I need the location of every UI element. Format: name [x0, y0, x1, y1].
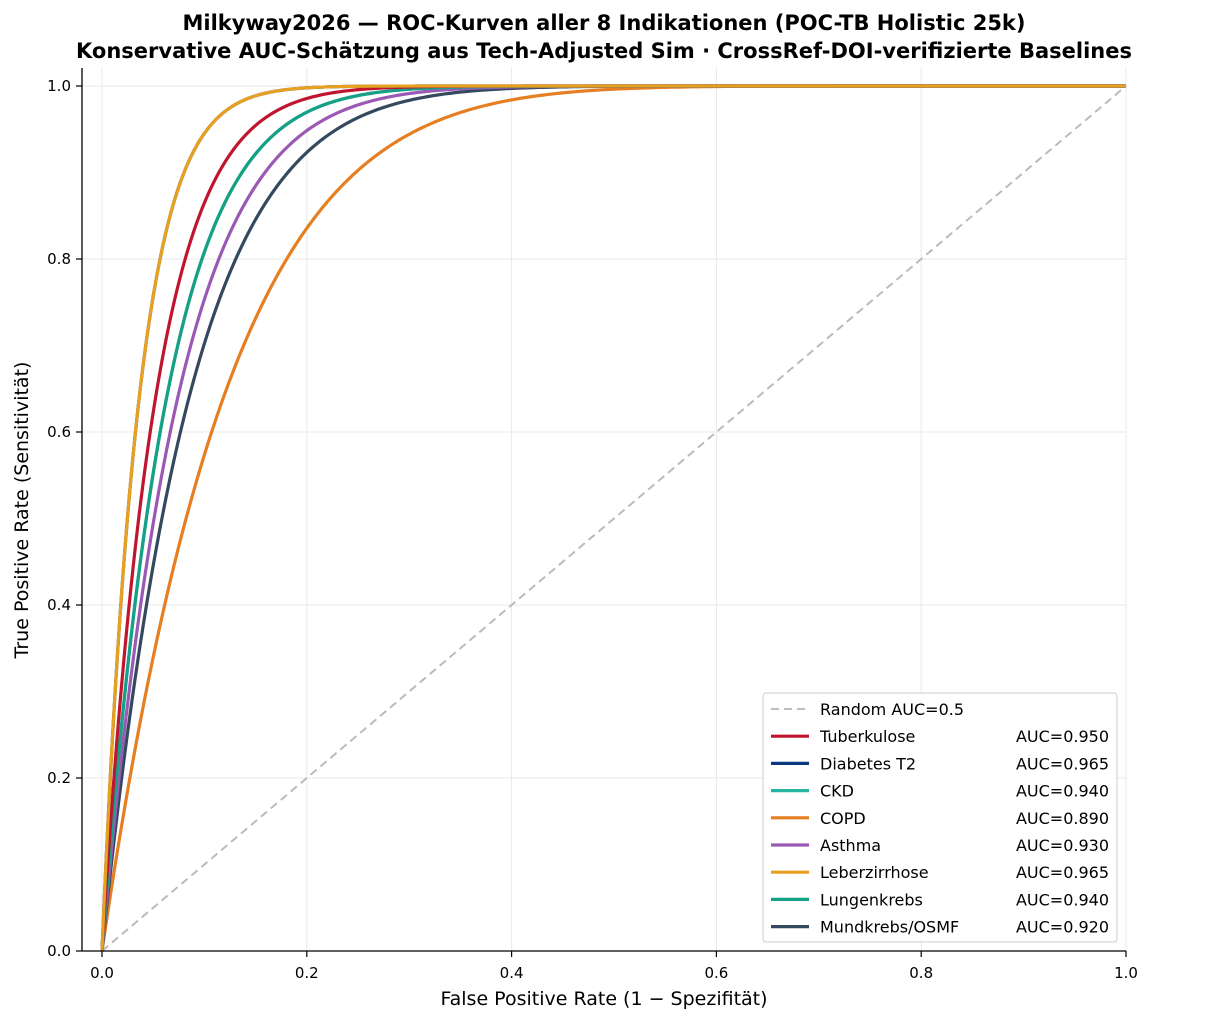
y-tick-label: 0.0 [47, 942, 71, 960]
legend-label: Lungenkrebs [820, 890, 923, 909]
x-tick-label: 0.2 [295, 964, 319, 982]
legend-label: Mundkrebs/OSMF [820, 918, 959, 937]
chart-subtitle: Konservative AUC-Schätzung aus Tech-Adju… [76, 39, 1132, 63]
legend-auc: AUC=0.920 [1016, 918, 1109, 937]
y-tick-label: 0.6 [47, 423, 71, 441]
chart-title: Milkyway2026 — ROC-Kurven aller 8 Indika… [182, 11, 1025, 35]
legend-auc: AUC=0.940 [1016, 890, 1109, 909]
x-tick-label: 0.4 [500, 964, 524, 982]
legend-label: Leberzirrhose [820, 863, 929, 882]
tick-labels: 0.0 0.0 0.2 0.2 0.4 0.4 0.6 0.6 0.8 0.8 1.0 1.0 [47, 77, 1138, 982]
legend-auc: AUC=0.930 [1016, 836, 1109, 855]
roc-curve-leberzirrhose [100, 84, 1126, 953]
x-tick-label: 0.8 [909, 964, 933, 982]
y-tick-label: 0.8 [47, 250, 71, 268]
x-tick-label: 0.6 [704, 964, 728, 982]
legend-auc: AUC=0.890 [1016, 809, 1109, 828]
legend-auc: AUC=0.965 [1016, 754, 1109, 773]
legend-label-random: Random AUC=0.5 [820, 700, 964, 719]
legend-box [762, 692, 1118, 943]
legend: Random AUC=0.5 Tuberkulose AUC=0.950 Diabet… [762, 692, 1118, 943]
x-axis-label: False Positive Rate (1 − Spezifität) [440, 988, 767, 1010]
legend-auc: AUC=0.950 [1016, 727, 1109, 746]
x-tick-label: 1.0 [1114, 964, 1138, 982]
y-tick-label: 0.2 [47, 769, 71, 787]
y-tick-label: 0.4 [47, 596, 71, 614]
legend-label: Diabetes T2 [820, 754, 916, 773]
x-tick-label: 0.0 [90, 964, 114, 982]
y-tick-label: 1.0 [47, 77, 71, 95]
random-reference-line [101, 85, 1127, 952]
legend-auc: AUC=0.965 [1016, 863, 1109, 882]
legend-label: COPD [820, 809, 866, 828]
y-axis-label: True Positive Rate (Sensitivität) [11, 362, 33, 660]
legend-label: Asthma [820, 836, 881, 855]
legend-label: CKD [820, 782, 854, 801]
axes [76, 68, 1127, 957]
legend-auc: AUC=0.940 [1016, 782, 1109, 801]
plot-area [100, 84, 1127, 953]
legend-label: Tuberkulose [819, 727, 915, 746]
